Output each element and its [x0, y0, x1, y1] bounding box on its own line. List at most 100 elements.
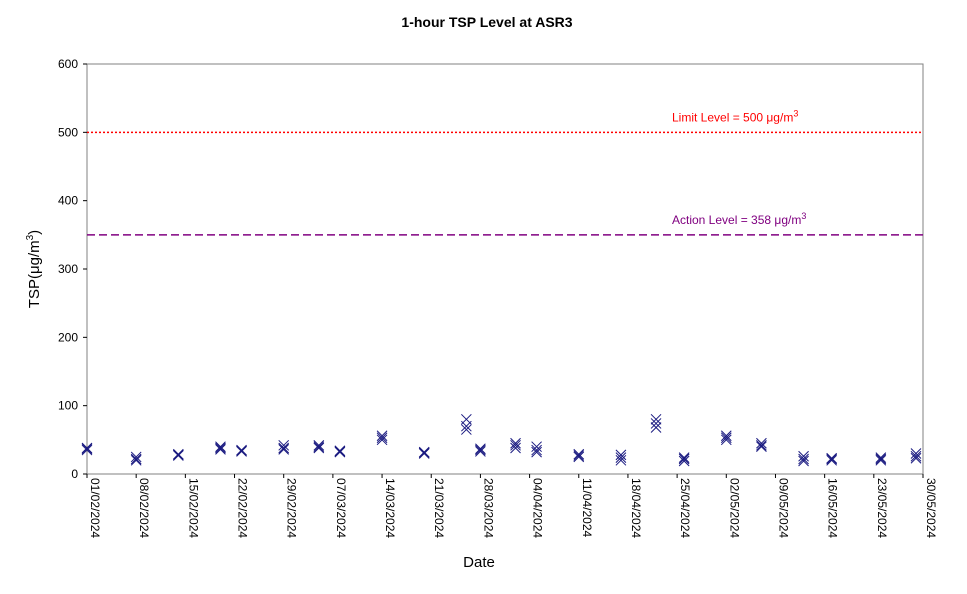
data-point	[531, 444, 542, 456]
y-axis: 0 100 200 300 400 500 600	[58, 57, 87, 481]
x-tick-label: 01/02/2024	[88, 478, 102, 538]
data-point	[798, 450, 809, 462]
data-point	[313, 441, 325, 453]
x-tick-label: 25/04/2024	[678, 478, 692, 538]
data-point	[910, 448, 922, 459]
y-axis-label: TSP(μg/m3)	[25, 230, 43, 308]
data-point	[172, 448, 184, 460]
data-point	[720, 432, 732, 444]
data-point	[573, 451, 585, 463]
data-point	[875, 452, 887, 463]
y-tick-label: 200	[58, 330, 78, 344]
x-tick-label: 08/02/2024	[137, 478, 151, 538]
data-point	[910, 450, 922, 462]
data-point	[215, 441, 226, 453]
data-point	[826, 454, 838, 466]
data-point	[172, 450, 184, 461]
data-point	[475, 443, 486, 455]
y-axis-label-sup: 3	[25, 234, 36, 240]
x-tick-label: 02/05/2024	[727, 478, 741, 538]
reference-line-label: Action Level = 358 μg/m3	[672, 211, 806, 227]
reference-line-label-text: Action Level = 358	[672, 213, 774, 227]
x-tick-label: 11/04/2024	[580, 478, 594, 537]
data-point	[475, 446, 486, 457]
x-tick-label: 14/03/2024	[383, 478, 397, 538]
data-point	[130, 454, 142, 466]
data-point	[531, 441, 542, 453]
reference-line-label-unit: μg/m	[774, 213, 801, 227]
x-tick-label: 16/05/2024	[826, 478, 840, 538]
x-tick-label: 09/05/2024	[776, 478, 790, 538]
y-tick-label: 100	[58, 399, 78, 413]
data-point	[313, 442, 325, 454]
y-tick-label: 0	[71, 467, 78, 481]
data-point	[278, 439, 290, 451]
data-point	[615, 454, 627, 466]
reference-line-label-unit: μg/m	[766, 110, 793, 124]
data-point	[510, 437, 521, 449]
data-point	[573, 450, 585, 461]
x-tick-label: 21/03/2024	[432, 478, 446, 538]
x-axis: 01/02/2024 08/02/2024 15/02/2024 22/02/2024…	[86, 474, 938, 538]
data-point	[461, 420, 472, 432]
data-point	[720, 430, 732, 442]
y-axis-label-close: )	[26, 230, 43, 235]
y-axis-label-main: TSP(	[26, 274, 43, 308]
data-point	[81, 442, 93, 454]
chart-title: 1-hour TSP Level at ASR3	[401, 14, 572, 30]
x-tick-label: 29/02/2024	[285, 478, 299, 538]
data-point	[910, 452, 922, 464]
y-tick-label: 400	[58, 194, 78, 208]
data-point	[81, 444, 93, 456]
reference-line-label-sup: 3	[793, 108, 798, 118]
data-point	[678, 455, 690, 467]
data-point	[334, 446, 346, 457]
data-point	[475, 444, 486, 456]
data-point	[650, 413, 662, 425]
data-point	[461, 424, 472, 435]
data-point	[418, 447, 430, 459]
x-tick-label: 07/03/2024	[334, 478, 348, 538]
data-point	[720, 434, 732, 446]
data-point	[875, 453, 887, 465]
data-point	[278, 442, 290, 454]
data-point	[278, 444, 290, 455]
data-point	[376, 432, 388, 444]
reference-line-label: Limit Level = 500 μg/m3	[672, 108, 798, 124]
data-point	[650, 418, 662, 429]
x-tick-label: 22/02/2024	[236, 478, 250, 538]
data-point	[678, 452, 690, 463]
data-point	[756, 437, 767, 449]
x-tick-label: 15/02/2024	[186, 478, 200, 538]
data-point	[875, 454, 887, 466]
data-markers	[81, 413, 922, 467]
x-tick-label: 28/03/2024	[481, 478, 495, 538]
reference-line-label-sup: 3	[801, 211, 806, 221]
data-point	[130, 451, 142, 463]
data-point	[236, 445, 247, 457]
data-point	[215, 444, 226, 455]
data-point	[615, 452, 627, 463]
data-point	[215, 442, 226, 454]
data-point	[130, 453, 142, 465]
y-tick-label: 300	[58, 262, 78, 276]
x-tick-label: 23/05/2024	[875, 478, 889, 538]
data-point	[826, 453, 838, 465]
data-point	[573, 448, 585, 460]
reference-line-label-text: Limit Level = 500	[672, 110, 766, 124]
x-tick-label: 04/04/2024	[531, 478, 545, 538]
data-point	[510, 442, 521, 454]
x-tick-label: 18/04/2024	[629, 478, 643, 538]
data-point	[798, 453, 809, 465]
data-point	[615, 449, 627, 461]
y-tick-label: 600	[58, 57, 78, 71]
data-point	[798, 455, 809, 467]
data-point	[756, 441, 767, 453]
data-point	[313, 439, 325, 451]
data-point	[376, 434, 388, 446]
data-point	[756, 439, 767, 451]
data-point	[678, 453, 690, 465]
x-axis-label: Date	[463, 554, 495, 571]
